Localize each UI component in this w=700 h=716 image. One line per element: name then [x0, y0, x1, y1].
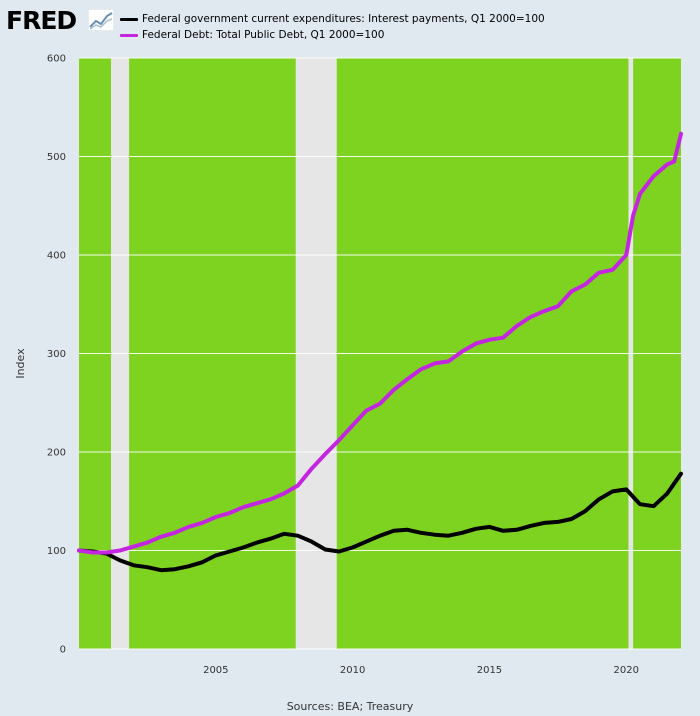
y-tick-label: 500	[47, 152, 66, 163]
fred-line-chart-icon	[88, 9, 114, 31]
y-tick-label: 400	[47, 251, 66, 262]
y-axis-tick-labels: 0 100 200 300 400 500 600	[47, 54, 66, 656]
source-note: Sources: BEA; Treasury	[286, 700, 414, 713]
legend-swatch	[120, 17, 138, 21]
x-tick-label: 2020	[614, 665, 639, 676]
y-tick-label: 100	[47, 546, 66, 557]
x-tick-label: 2010	[340, 665, 365, 676]
y-tick-label: 300	[47, 349, 66, 360]
x-axis-tick-labels: 2005 2010 2015 2020	[203, 665, 639, 676]
chart-header: FRED Federal government current expendit…	[0, 0, 700, 50]
legend-label: Federal government current expenditures:…	[142, 13, 545, 25]
y-tick-label: 600	[47, 54, 66, 65]
x-tick-label: 2005	[203, 665, 228, 676]
series-line-0[interactable]	[77, 471, 683, 573]
y-tick-label: 0	[60, 645, 66, 656]
series-layer	[77, 131, 683, 573]
legend-item-public-debt[interactable]: Federal Debt: Total Public Debt, Q1 2000…	[120, 29, 384, 43]
y-tick-label: 200	[47, 448, 66, 459]
fred-logo[interactable]: FRED	[6, 6, 77, 35]
gridlines	[79, 57, 681, 650]
y-axis-title: Index	[14, 348, 27, 379]
series-line-1[interactable]	[77, 131, 683, 555]
legend-item-interest-payments[interactable]: Federal government current expenditures:…	[120, 13, 545, 27]
legend-swatch	[120, 33, 138, 37]
legend-label: Federal Debt: Total Public Debt, Q1 2000…	[142, 29, 385, 41]
x-tick-label: 2015	[477, 665, 502, 676]
